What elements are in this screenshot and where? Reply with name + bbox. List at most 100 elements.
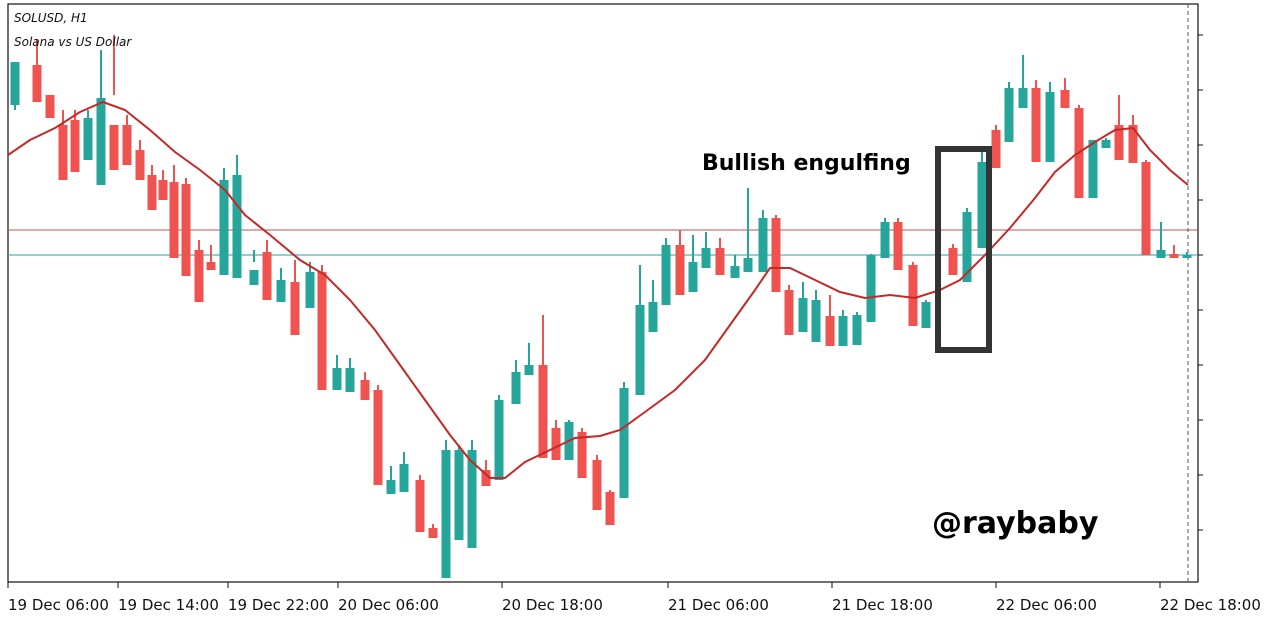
candle-body: [605, 492, 615, 525]
candle: [825, 295, 835, 346]
candle: [852, 312, 862, 345]
candle: [305, 262, 315, 308]
candle: [494, 395, 504, 480]
candle: [194, 240, 204, 302]
candle: [771, 215, 781, 292]
candle: [551, 420, 561, 460]
candle: [838, 310, 848, 346]
candle-body: [428, 528, 438, 538]
candle-body: [592, 460, 602, 510]
candle: [206, 245, 216, 270]
candle-body: [866, 255, 876, 322]
candle: [811, 290, 821, 342]
candle: [345, 358, 355, 392]
candle: [688, 235, 698, 292]
candle-body: [232, 175, 242, 278]
candle-body: [10, 62, 20, 105]
candle-body: [158, 180, 168, 200]
candle: [399, 452, 409, 492]
candle-body: [880, 222, 890, 258]
candle: [181, 178, 191, 276]
candle: [219, 168, 229, 275]
candle: [441, 440, 451, 578]
candle-body: [1018, 88, 1028, 108]
candle: [1060, 78, 1070, 108]
time-axis-label: 20 Dec 06:00: [338, 596, 439, 614]
candle: [1018, 55, 1028, 108]
candle: [784, 285, 794, 335]
candle: [619, 382, 629, 498]
candle-body: [386, 480, 396, 494]
time-axis-label: 22 Dec 06:00: [996, 596, 1097, 614]
candle: [158, 170, 168, 200]
candle: [661, 238, 671, 305]
candle: [96, 50, 106, 185]
candle-body: [360, 380, 370, 400]
candle-body: [70, 120, 80, 172]
candle-body: [249, 270, 259, 285]
candle-body: [109, 125, 119, 170]
candle-body: [441, 450, 451, 578]
candle-body: [276, 280, 286, 302]
candle: [58, 110, 68, 180]
candle: [921, 300, 931, 328]
candle: [70, 110, 80, 172]
candle-body: [181, 184, 191, 276]
candle-body: [1088, 140, 1098, 198]
candle: [538, 315, 548, 458]
candle-body: [743, 258, 753, 272]
candle: [1101, 138, 1111, 148]
candle: [1045, 82, 1055, 162]
candle-body: [96, 98, 106, 185]
candle: [232, 155, 242, 278]
candle: [317, 265, 327, 390]
candle-body: [962, 212, 972, 282]
candle-body: [194, 250, 204, 302]
candle-body: [1060, 90, 1070, 108]
candle: [45, 95, 55, 118]
candle-body: [262, 252, 272, 300]
candle: [1156, 222, 1166, 258]
candle-body: [661, 245, 671, 305]
candle: [991, 125, 1001, 168]
time-axis-label: 21 Dec 18:00: [832, 596, 933, 614]
candle: [481, 460, 491, 486]
candle: [866, 254, 876, 322]
candle-body: [551, 428, 561, 460]
watermark: @raybaby: [932, 506, 1099, 541]
candle-body: [58, 125, 68, 180]
candle-body: [675, 245, 685, 295]
candle-body: [921, 302, 931, 328]
candle-body: [1031, 88, 1041, 162]
candle: [10, 62, 20, 110]
candle: [730, 255, 740, 278]
candle: [675, 230, 685, 295]
candle-body: [45, 95, 55, 118]
candle: [467, 440, 477, 548]
candle-body: [648, 302, 658, 332]
candle-body: [893, 222, 903, 270]
candle: [1114, 95, 1124, 160]
candle-body: [1128, 125, 1138, 163]
moving-average-line: [7, 100, 1189, 479]
time-axis: 19 Dec 06:00 19 Dec 14:00 19 Dec 22:00 20 D…: [7, 582, 1261, 614]
symbol-description: Solana vs US Dollar: [14, 35, 132, 49]
candle-body: [373, 390, 383, 485]
candle: [893, 218, 903, 270]
candle: [276, 268, 286, 302]
candle-body: [467, 450, 477, 548]
candles: [10, 35, 1192, 578]
annotation-label: Bullish engulfing: [702, 151, 911, 176]
candle-body: [206, 262, 216, 270]
candle-body: [715, 248, 725, 275]
candle: [169, 165, 179, 258]
candle-body: [147, 175, 157, 210]
candle: [743, 188, 753, 272]
candle: [83, 110, 93, 160]
candle: [1004, 82, 1014, 142]
candle-body: [538, 365, 548, 458]
candle: [511, 360, 521, 404]
candle-body: [811, 300, 821, 342]
candle-body: [1141, 162, 1151, 255]
candle-body: [784, 290, 794, 335]
